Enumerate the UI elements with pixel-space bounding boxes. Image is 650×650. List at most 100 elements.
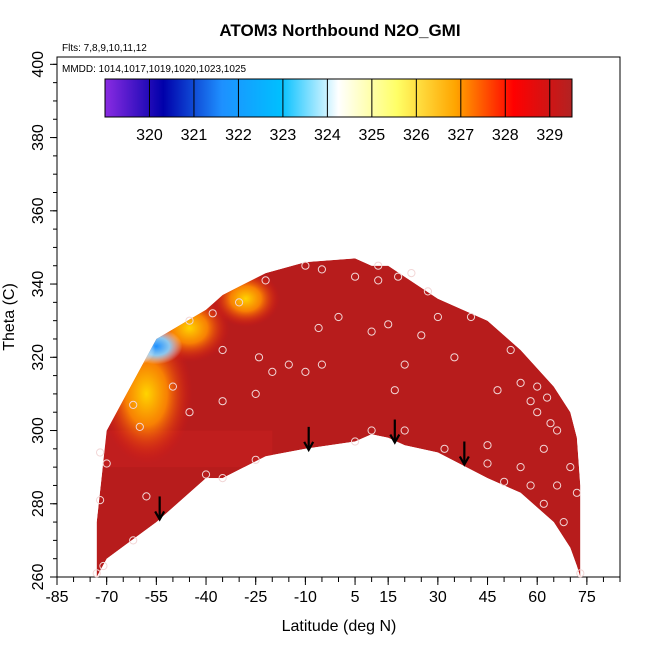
high-value-region	[211, 270, 280, 327]
colorbar-tick-label: 321	[181, 127, 208, 144]
sample-point	[553, 481, 562, 490]
points-layer	[92, 261, 585, 578]
sample-point	[102, 459, 111, 468]
sample-point	[201, 470, 211, 479]
x-axis-label: Latitude (deg N)	[282, 618, 397, 635]
sample-point	[384, 320, 393, 329]
sample-point	[317, 265, 326, 274]
y-tick-label: 380	[30, 124, 47, 151]
colorbar: 320 321 322 323 324 325 326 327 328 329	[104, 78, 573, 144]
sample-point	[440, 444, 449, 453]
colorbar-tick-label: 323	[270, 127, 297, 144]
sample-point	[374, 276, 383, 285]
sample-point	[546, 419, 555, 428]
sample-point	[268, 367, 277, 376]
y-tick-label: 340	[30, 271, 47, 298]
sample-point	[367, 327, 376, 336]
low-value-region	[130, 328, 183, 365]
sample-point	[423, 287, 432, 296]
sample-point	[99, 561, 108, 571]
colorbar-tick-label: 322	[225, 127, 252, 144]
sample-point	[218, 397, 227, 406]
sample-point	[394, 272, 403, 281]
sample-point	[334, 312, 343, 322]
sample-point	[351, 437, 360, 446]
y-tick-label: 400	[30, 51, 47, 78]
sample-point	[417, 331, 426, 340]
sample-point	[543, 393, 552, 402]
sample-point	[483, 459, 492, 468]
sample-point	[506, 345, 515, 355]
sample-point	[433, 312, 442, 322]
sample-point	[526, 481, 535, 490]
colorbar-tick-label: 324	[314, 127, 341, 144]
sample-point	[539, 444, 548, 453]
sample-point	[400, 426, 409, 435]
sample-point	[516, 378, 525, 387]
sample-point	[251, 389, 260, 398]
colorbar-frame	[104, 78, 573, 118]
down-arrow	[389, 419, 401, 445]
x-tick-label: 75	[578, 589, 596, 606]
sample-point	[533, 382, 542, 391]
dates-note: MMDD: 1014,1017,1019,1020,1023,1025	[62, 64, 246, 75]
down-arrow	[303, 426, 315, 453]
sample-point	[254, 353, 264, 362]
x-tick-label: 60	[528, 589, 546, 606]
sample-point	[129, 536, 138, 545]
colorbar-tick-label: 326	[403, 127, 430, 144]
sample-point	[301, 261, 310, 270]
colorbar-gradient	[105, 79, 572, 117]
sample-point	[466, 312, 476, 322]
sample-point	[185, 316, 194, 325]
y-axis-label: Theta (C)	[1, 283, 18, 351]
sample-point	[351, 272, 360, 281]
sample-point	[367, 426, 376, 435]
x-tick-label: 45	[479, 589, 497, 606]
x-tick-label: -25	[244, 589, 267, 606]
x-tick-label: 30	[429, 589, 447, 606]
chart-title: ATOM3 Northbound N2O_GMI	[219, 21, 460, 40]
sample-point	[533, 408, 542, 417]
sample-point	[317, 360, 326, 369]
sample-point	[483, 441, 492, 450]
sample-point	[314, 323, 323, 333]
x-tick-label: -55	[145, 589, 168, 606]
sample-point	[576, 569, 585, 578]
sample-point	[142, 492, 151, 501]
sample-point	[539, 499, 548, 508]
sample-point	[208, 309, 217, 318]
y-tick-label: 320	[30, 344, 47, 371]
sample-point	[500, 477, 509, 486]
sample-point	[135, 422, 144, 431]
sample-point	[251, 455, 260, 464]
sample-point	[96, 448, 105, 457]
arrows-layer	[154, 419, 470, 522]
x-tick-label: -70	[95, 589, 118, 606]
sample-point	[559, 518, 568, 527]
sample-point	[407, 269, 416, 278]
sample-point	[96, 496, 105, 505]
sample-point	[526, 397, 535, 406]
sample-point	[301, 367, 310, 376]
y-tick-label: 360	[30, 197, 47, 224]
sample-point	[374, 261, 383, 270]
colorbar-tick-label: 325	[359, 127, 386, 144]
colorbar-tick-label: 327	[447, 127, 474, 144]
sample-point	[493, 386, 502, 395]
colorbar-tick-label: 328	[492, 127, 519, 144]
sample-point	[185, 408, 194, 417]
colorbar-tick-label: 320	[136, 127, 163, 144]
surface-layer	[96, 258, 581, 577]
sample-point	[390, 386, 399, 395]
sample-point	[92, 569, 101, 578]
sample-point	[516, 463, 525, 472]
sample-point	[284, 360, 293, 369]
y-axis: 260 280 300 320 340 360 380 400	[30, 51, 57, 590]
down-arrow	[458, 441, 470, 467]
x-tick-label: -85	[45, 589, 68, 606]
x-axis: -85 -70 -55 -40 -25 -10 5 15 30 45 60 75	[45, 577, 621, 606]
x-tick-label: 15	[379, 589, 397, 606]
y-tick-label: 300	[30, 417, 47, 444]
flights-note: Flts: 7,8,9,10,11,12	[62, 43, 147, 54]
